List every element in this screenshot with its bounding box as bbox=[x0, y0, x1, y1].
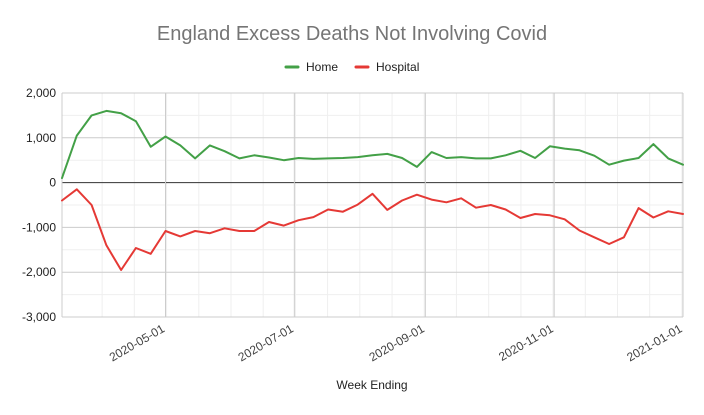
y-tick-label: 0 bbox=[49, 176, 56, 190]
legend-label-home: Home bbox=[306, 60, 338, 74]
gridlines bbox=[61, 92, 684, 318]
legend: Home Hospital bbox=[284, 60, 419, 74]
y-tick-label: -3,000 bbox=[22, 310, 56, 324]
series-layer bbox=[61, 109, 684, 271]
x-tick-label: 2021-01-01 bbox=[624, 321, 684, 364]
x-tick-label: 2020-11-01 bbox=[496, 321, 556, 364]
x-axis-label: Week Ending bbox=[336, 378, 407, 392]
x-axis-ticks: 2020-05-01 2020-07-01 2020-09-01 2020-11-01… bbox=[107, 321, 685, 364]
x-tick-label: 2020-07-01 bbox=[236, 321, 296, 364]
y-tick-label: 2,000 bbox=[26, 86, 56, 100]
y-tick-label: -1,000 bbox=[22, 220, 56, 234]
legend-label-hospital: Hospital bbox=[376, 60, 419, 74]
series-line-home bbox=[61, 109, 684, 180]
y-axis-ticks: 2,000 1,000 0 -1,000 -2,000 -3,000 bbox=[22, 86, 56, 324]
y-tick-label: -2,000 bbox=[22, 265, 56, 279]
x-tick-label: 2020-09-01 bbox=[367, 321, 427, 364]
x-tick-label: 2020-05-01 bbox=[107, 321, 167, 364]
series-line-hospital bbox=[61, 188, 684, 271]
y-tick-label: 1,000 bbox=[26, 131, 56, 145]
chart-title: England Excess Deaths Not Involving Covi… bbox=[157, 23, 547, 45]
